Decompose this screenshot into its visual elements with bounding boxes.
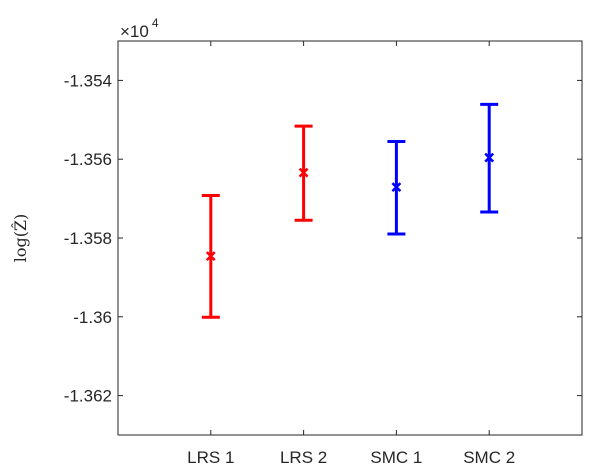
data-point-marker — [298, 167, 309, 178]
error-bar — [387, 139, 406, 236]
data-point-marker — [205, 251, 216, 262]
x-tick-label: LRS 2 — [280, 448, 327, 466]
y-tick-label: -1.354 — [64, 71, 112, 90]
x-tick-label: SMC 1 — [370, 448, 422, 466]
y-tick-label: -1.362 — [64, 387, 112, 406]
error-bar — [480, 102, 499, 214]
y-axis-exponent-label: ×10 4 — [120, 16, 159, 41]
axes-box — [117, 40, 583, 436]
data-point-marker — [484, 152, 495, 163]
y-tick-label: -1.36 — [73, 308, 112, 327]
error-bar — [201, 193, 220, 319]
y-tick-label: -1.356 — [64, 150, 112, 169]
x-tick-label: SMC 2 — [463, 448, 515, 466]
error-bar — [294, 124, 313, 222]
y-axis-label: log(Ẑ) — [10, 214, 30, 263]
y-tick-label: -1.358 — [64, 229, 112, 248]
x-tick-label: LRS 1 — [187, 448, 234, 466]
data-point-marker — [391, 182, 402, 193]
